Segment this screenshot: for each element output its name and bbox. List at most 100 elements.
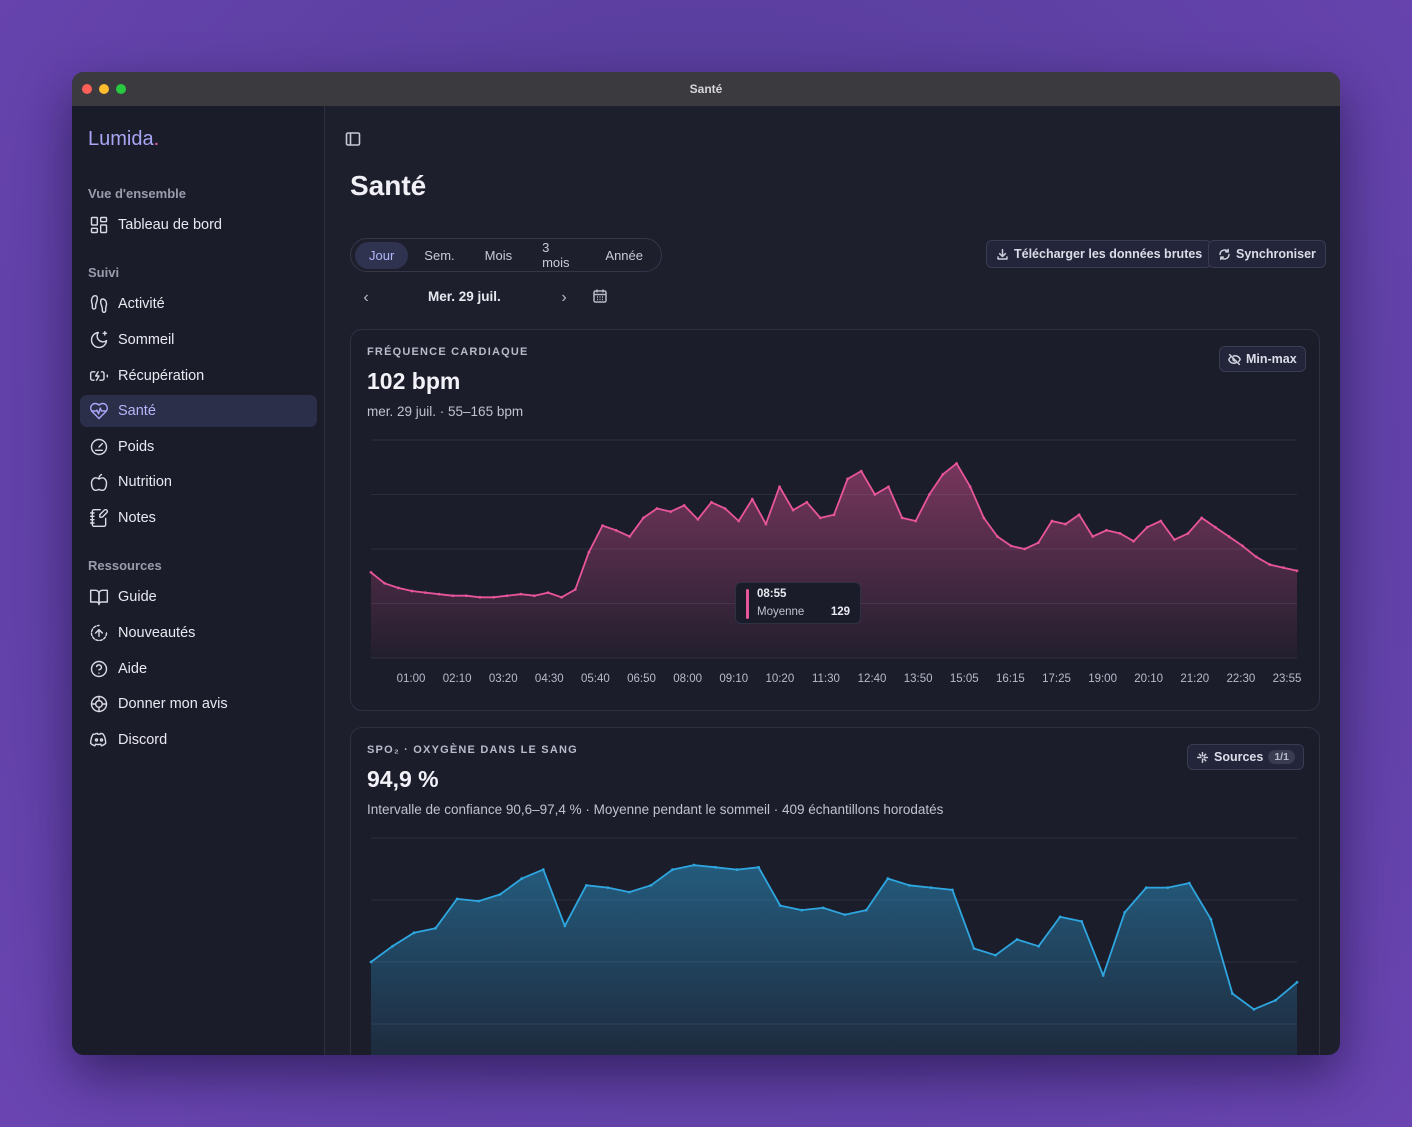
spo2-value: 94,9 % xyxy=(367,766,439,792)
calendar-icon[interactable] xyxy=(592,288,612,308)
moon-icon xyxy=(88,329,110,351)
data-point xyxy=(1036,541,1040,545)
data-point xyxy=(994,953,997,957)
range-option-3-months[interactable]: 3 mois xyxy=(542,240,570,270)
download-button-label: Télécharger les données brutes xyxy=(1014,247,1203,261)
data-point xyxy=(778,904,782,908)
app-window: Santé Lumida. Vue d'ensemble Tableau de … xyxy=(72,72,1340,1055)
range-option-week[interactable]: Sem. xyxy=(424,247,455,263)
sidebar-item-feedback[interactable]: Donner mon avis xyxy=(80,688,317,720)
x-tick-label: 08:00 xyxy=(673,673,702,685)
sidebar-item-health[interactable]: Santé xyxy=(80,395,317,427)
sidebar-item-label: Nouveautés xyxy=(118,625,196,641)
sidebar-item-whats-new[interactable]: Nouveautés xyxy=(80,617,317,649)
sidebar-toggle-button[interactable] xyxy=(342,128,364,150)
section-label-tracking: Suivi xyxy=(88,265,120,280)
data-point xyxy=(1200,516,1204,520)
x-tick-label: 15:05 xyxy=(950,673,979,685)
sidebar-item-label: Nutrition xyxy=(118,474,172,490)
sidebar-item-help[interactable]: Aide xyxy=(80,653,317,685)
data-point xyxy=(1295,980,1299,984)
x-tick-label: 04:30 xyxy=(535,673,564,685)
data-point xyxy=(791,508,795,512)
data-point xyxy=(369,570,373,574)
data-point xyxy=(1209,917,1213,921)
help-circle-icon xyxy=(88,658,110,680)
sidebar-item-label: Récupération xyxy=(118,368,205,384)
eye-off-icon xyxy=(1228,353,1241,365)
sync-button[interactable]: Synchroniser xyxy=(1208,240,1326,268)
discord-icon xyxy=(88,729,110,751)
data-point xyxy=(951,888,954,892)
download-icon xyxy=(997,248,1008,260)
x-tick-label: 16:15 xyxy=(996,673,1025,685)
data-point xyxy=(369,960,373,964)
x-tick-label: 21:20 xyxy=(1180,673,1209,685)
download-raw-data-button[interactable]: Télécharger les données brutes xyxy=(986,240,1213,268)
range-option-day[interactable]: Jour xyxy=(355,241,409,269)
close-window-button[interactable] xyxy=(82,84,92,94)
tooltip-label: Moyenne xyxy=(757,606,805,618)
sidebar-item-label: Discord xyxy=(118,732,168,748)
data-point xyxy=(982,516,986,520)
data-point xyxy=(669,510,672,514)
range-option-month[interactable]: Mois xyxy=(484,247,513,263)
sidebar-item-label: Tableau de bord xyxy=(118,217,222,233)
data-point xyxy=(478,595,482,599)
data-point xyxy=(628,535,632,538)
data-point xyxy=(1058,915,1062,919)
data-point xyxy=(1064,522,1067,526)
sidebar-item-activity[interactable]: Activité xyxy=(80,288,317,320)
x-tick-label: 09:10 xyxy=(719,673,748,685)
sources-button[interactable]: Sources 1/1 xyxy=(1187,744,1304,770)
data-point xyxy=(714,865,717,869)
sidebar-item-dashboard[interactable]: Tableau de bord xyxy=(80,209,317,241)
min-max-label: Min-max xyxy=(1246,352,1297,366)
data-point xyxy=(641,516,645,520)
data-point xyxy=(477,899,481,903)
data-point xyxy=(873,493,877,496)
minimize-window-button[interactable] xyxy=(99,84,109,94)
data-point xyxy=(723,507,727,510)
title-bar: Santé xyxy=(72,72,1340,106)
sidebar-item-label: Sommeil xyxy=(118,332,175,348)
min-max-toggle-button[interactable]: Min-max xyxy=(1219,346,1306,372)
data-point xyxy=(843,913,847,917)
sidebar-item-discord[interactable]: Discord xyxy=(80,724,317,756)
data-point xyxy=(563,924,567,928)
data-point xyxy=(914,519,918,523)
data-point xyxy=(519,592,523,596)
range-option-year[interactable]: Année xyxy=(605,247,643,263)
x-tick-label: 23:55 xyxy=(1273,673,1302,685)
x-tick-label: 22:30 xyxy=(1227,673,1256,685)
sidebar-item-label: Aide xyxy=(118,661,148,677)
dashboard-icon xyxy=(88,214,110,236)
sidebar-item-guide[interactable]: Guide xyxy=(80,581,317,613)
brand-logo[interactable]: Lumida. xyxy=(88,128,159,151)
data-point xyxy=(1132,539,1135,543)
series-line xyxy=(370,864,1298,1011)
data-point xyxy=(757,865,761,869)
panel-left-icon xyxy=(345,132,361,146)
data-point xyxy=(1166,886,1170,889)
maximize-window-button[interactable] xyxy=(116,84,126,94)
chart-tooltip: 08:55 Moyenne 129 xyxy=(735,582,861,624)
x-tick-label: 11:30 xyxy=(812,673,840,685)
data-point xyxy=(996,535,999,538)
data-point xyxy=(929,886,933,889)
data-point xyxy=(492,595,495,599)
sidebar-item-sleep[interactable]: Sommeil xyxy=(80,324,317,356)
sidebar-item-recovery[interactable]: Récupération xyxy=(80,360,317,392)
window-title: Santé xyxy=(689,82,723,96)
x-tick-label: 12:40 xyxy=(858,673,887,685)
data-point xyxy=(1123,911,1127,914)
chevron-left-icon[interactable]: ‹ xyxy=(363,289,369,306)
sidebar-item-notes[interactable]: Notes xyxy=(80,502,317,534)
window-controls xyxy=(82,84,126,94)
section-label-overview: Vue d'ensemble xyxy=(88,186,186,201)
data-point xyxy=(391,944,394,948)
x-tick-label: 01:00 xyxy=(397,673,426,685)
sidebar-item-nutrition[interactable]: Nutrition xyxy=(80,466,317,498)
chevron-right-icon[interactable]: › xyxy=(561,289,567,306)
sidebar-item-weight[interactable]: Poids xyxy=(80,431,317,463)
